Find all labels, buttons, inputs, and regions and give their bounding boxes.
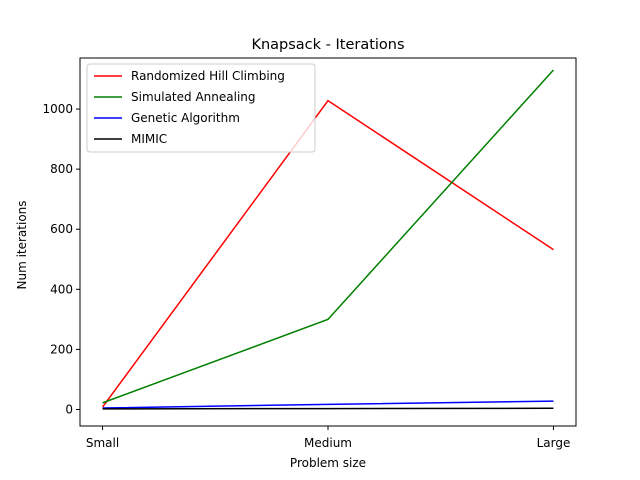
series-line-2 (102, 400, 554, 409)
legend-label-3: MIMIC (131, 132, 167, 146)
y-tick-label: 200 (50, 342, 73, 356)
x-tick-label: Medium (304, 436, 352, 450)
y-tick-label: 1000 (42, 102, 73, 116)
y-tick-label: 600 (50, 222, 73, 236)
plot-area (101, 69, 555, 410)
chart-title: Knapsack - Iterations (251, 37, 404, 53)
y-axis-label: Num iterations (15, 200, 29, 289)
series-line-3 (102, 407, 554, 410)
legend: Randomized Hill Climbing Simulated Anneal… (86, 63, 316, 153)
x-tick-label: Small (86, 436, 119, 450)
y-tick-label: 800 (50, 162, 73, 176)
legend-label-2: Genetic Algorithm (131, 111, 240, 125)
legend-box (86, 63, 316, 153)
x-axis-label: Problem size (290, 456, 366, 470)
x-tick-label: Large (537, 436, 571, 450)
y-tick-label: 0 (65, 402, 73, 416)
y-tick-label: 400 (50, 282, 73, 296)
series-line-1 (102, 69, 555, 404)
legend-label-1: Simulated Annealing (131, 90, 256, 104)
series-line-0 (101, 99, 554, 408)
legend-label-0: Randomized Hill Climbing (131, 69, 285, 83)
